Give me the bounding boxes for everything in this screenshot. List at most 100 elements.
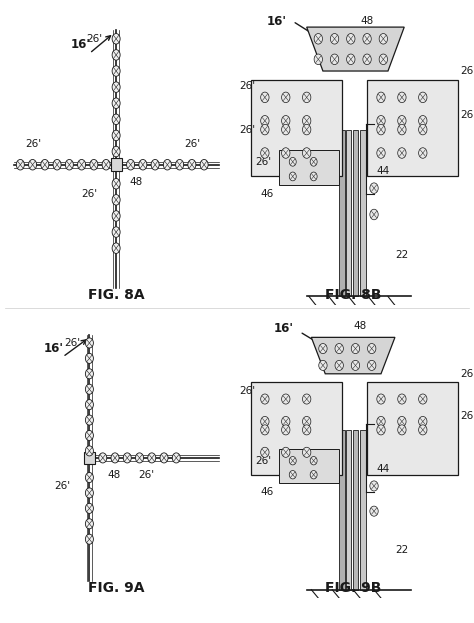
Text: 48: 48 bbox=[129, 178, 143, 188]
Circle shape bbox=[188, 159, 196, 170]
Text: 48: 48 bbox=[360, 16, 374, 26]
Circle shape bbox=[330, 54, 339, 65]
Circle shape bbox=[377, 148, 385, 158]
Circle shape bbox=[379, 54, 388, 65]
Circle shape bbox=[419, 394, 427, 404]
Circle shape bbox=[41, 159, 49, 170]
Circle shape bbox=[314, 34, 322, 44]
Circle shape bbox=[261, 394, 269, 404]
Text: 16': 16' bbox=[71, 38, 91, 51]
Circle shape bbox=[53, 159, 61, 170]
Text: 26': 26' bbox=[184, 139, 200, 150]
Circle shape bbox=[261, 92, 269, 103]
Circle shape bbox=[112, 130, 120, 141]
Circle shape bbox=[289, 158, 296, 166]
Circle shape bbox=[85, 503, 93, 513]
Text: FIG. 8B: FIG. 8B bbox=[325, 288, 382, 302]
Text: FIG. 8A: FIG. 8A bbox=[88, 288, 145, 302]
Circle shape bbox=[289, 172, 296, 181]
Circle shape bbox=[302, 425, 311, 435]
Circle shape bbox=[112, 227, 120, 237]
Circle shape bbox=[85, 472, 93, 483]
Circle shape bbox=[419, 416, 427, 427]
Circle shape bbox=[16, 159, 24, 170]
Circle shape bbox=[85, 399, 93, 410]
Circle shape bbox=[65, 159, 73, 170]
Circle shape bbox=[377, 92, 385, 103]
Bar bbox=[346, 430, 351, 589]
Text: 44: 44 bbox=[376, 464, 390, 474]
Circle shape bbox=[377, 425, 385, 435]
Circle shape bbox=[419, 148, 427, 158]
Circle shape bbox=[377, 394, 385, 404]
Circle shape bbox=[112, 34, 120, 44]
Circle shape bbox=[310, 172, 317, 181]
Circle shape bbox=[314, 54, 322, 65]
Text: 26': 26' bbox=[239, 80, 255, 91]
Circle shape bbox=[351, 343, 360, 354]
Bar bbox=[346, 130, 351, 297]
Circle shape bbox=[289, 457, 296, 465]
Bar bbox=[339, 430, 345, 589]
Circle shape bbox=[302, 447, 311, 457]
Text: 26': 26' bbox=[138, 470, 155, 480]
Circle shape bbox=[85, 446, 93, 456]
Circle shape bbox=[112, 194, 120, 205]
Circle shape bbox=[319, 343, 327, 354]
Polygon shape bbox=[279, 150, 339, 185]
Circle shape bbox=[112, 146, 120, 157]
Circle shape bbox=[346, 34, 355, 44]
Text: 26': 26' bbox=[239, 125, 255, 135]
Text: 26': 26' bbox=[82, 189, 98, 199]
Circle shape bbox=[123, 453, 131, 463]
Circle shape bbox=[112, 82, 120, 92]
Circle shape bbox=[111, 453, 119, 463]
Circle shape bbox=[398, 148, 406, 158]
Circle shape bbox=[85, 430, 93, 440]
Circle shape bbox=[370, 506, 378, 516]
Text: 26': 26' bbox=[87, 34, 103, 44]
Circle shape bbox=[99, 453, 107, 463]
Text: 26': 26' bbox=[460, 66, 474, 76]
Polygon shape bbox=[367, 80, 457, 176]
Circle shape bbox=[151, 159, 159, 170]
Circle shape bbox=[335, 343, 343, 354]
Circle shape bbox=[282, 394, 290, 404]
Bar bbox=[360, 430, 366, 589]
Circle shape bbox=[172, 453, 180, 463]
Circle shape bbox=[302, 115, 311, 126]
Circle shape bbox=[370, 209, 378, 220]
Circle shape bbox=[85, 488, 93, 498]
Bar bbox=[360, 130, 366, 297]
Polygon shape bbox=[307, 27, 404, 71]
Circle shape bbox=[175, 159, 183, 170]
Circle shape bbox=[377, 125, 385, 135]
Circle shape bbox=[351, 360, 360, 371]
Circle shape bbox=[85, 534, 93, 545]
Polygon shape bbox=[311, 338, 395, 374]
Text: 22: 22 bbox=[395, 250, 408, 260]
Circle shape bbox=[335, 360, 343, 371]
Circle shape bbox=[261, 447, 269, 457]
Circle shape bbox=[330, 34, 339, 44]
Text: FIG. 9B: FIG. 9B bbox=[325, 581, 381, 596]
Circle shape bbox=[302, 148, 311, 158]
Circle shape bbox=[398, 92, 406, 103]
Circle shape bbox=[85, 384, 93, 394]
Circle shape bbox=[261, 115, 269, 126]
Circle shape bbox=[112, 50, 120, 60]
Text: 22: 22 bbox=[395, 545, 408, 556]
Circle shape bbox=[310, 470, 317, 479]
Circle shape bbox=[282, 115, 290, 126]
Circle shape bbox=[419, 125, 427, 135]
Circle shape bbox=[282, 416, 290, 427]
Polygon shape bbox=[251, 383, 341, 475]
Circle shape bbox=[261, 416, 269, 427]
Bar bbox=[110, 158, 122, 171]
Circle shape bbox=[261, 425, 269, 435]
Circle shape bbox=[419, 115, 427, 126]
Text: 26': 26' bbox=[255, 455, 272, 466]
Circle shape bbox=[200, 159, 208, 170]
Circle shape bbox=[112, 178, 120, 189]
Circle shape bbox=[85, 369, 93, 379]
